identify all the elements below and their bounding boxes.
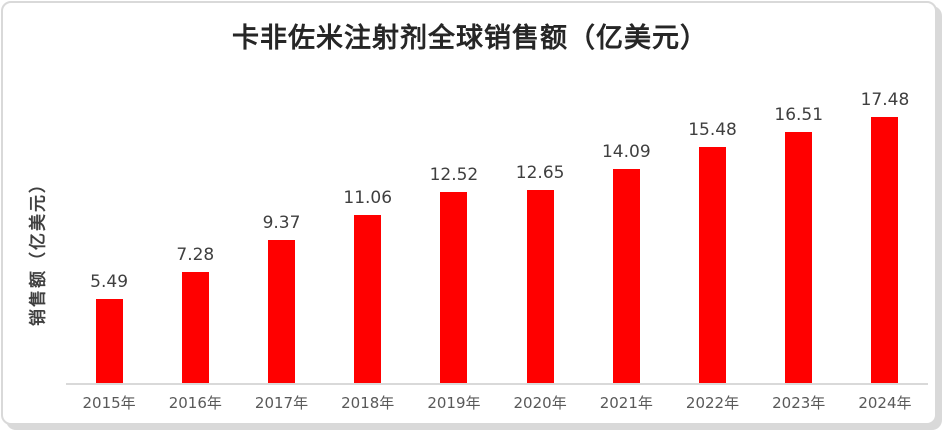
bar-group: 12.52 (411, 165, 497, 383)
data-label: 14.09 (601, 142, 651, 162)
bar (268, 240, 295, 383)
x-tick-label: 2016年 (168, 394, 222, 412)
bar (440, 192, 468, 383)
x-tick-label: 2020年 (513, 394, 567, 412)
data-label: 15.48 (688, 120, 737, 140)
bar-group: 17.48 (842, 90, 928, 383)
x-tick-label: 2017年 (254, 394, 309, 412)
chart-title: 卡非佐米注射剂全球销售额（亿美元） (232, 23, 708, 54)
x-axis-line (66, 383, 928, 385)
plot-area: 5.49 7.28 9.37 11.06 12.52 12.65 14.09 15.48 16.… (66, 0, 928, 383)
bar (612, 169, 640, 383)
bar-group: 15.48 (669, 120, 755, 383)
bar-group: 5.49 (66, 272, 152, 383)
data-label: 17.48 (860, 90, 910, 110)
bar-group: 16.51 (756, 105, 842, 383)
bar (699, 147, 727, 383)
x-tick-label: 2018年 (341, 394, 395, 412)
chart-frame (1, 1, 937, 425)
data-label: 11.06 (343, 188, 393, 208)
data-label: 16.51 (774, 105, 824, 125)
x-axis-tick-labels: 2015年 2016年 2017年 2018年 2019年 2020年 2021年 2022年… (66, 392, 928, 413)
data-label: 12.65 (515, 163, 565, 183)
bar-group: 12.65 (497, 163, 583, 383)
x-tick-label: 2024年 (858, 394, 912, 412)
data-label: 12.52 (429, 165, 479, 185)
x-tick-label: 2021年 (599, 394, 653, 412)
x-tick-label: 2022年 (685, 394, 740, 412)
x-tick-label: 2023年 (772, 394, 826, 412)
x-tick-label: 2015年 (82, 394, 136, 412)
bar (785, 132, 813, 383)
bar (871, 117, 899, 383)
y-axis-title: 销售额（亿美元） (28, 174, 49, 326)
bar-group: 11.06 (325, 188, 411, 383)
x-tick-label: 2019年 (427, 394, 481, 412)
bar (354, 215, 382, 383)
bar-group: 14.09 (583, 142, 669, 383)
bar (181, 272, 209, 383)
data-label: 9.37 (262, 213, 301, 233)
bar-group: 7.28 (152, 245, 238, 383)
data-label: 7.28 (176, 245, 215, 265)
bar (526, 190, 554, 383)
bar-group: 9.37 (238, 213, 324, 383)
bar (95, 299, 123, 383)
data-label: 5.49 (90, 272, 129, 292)
